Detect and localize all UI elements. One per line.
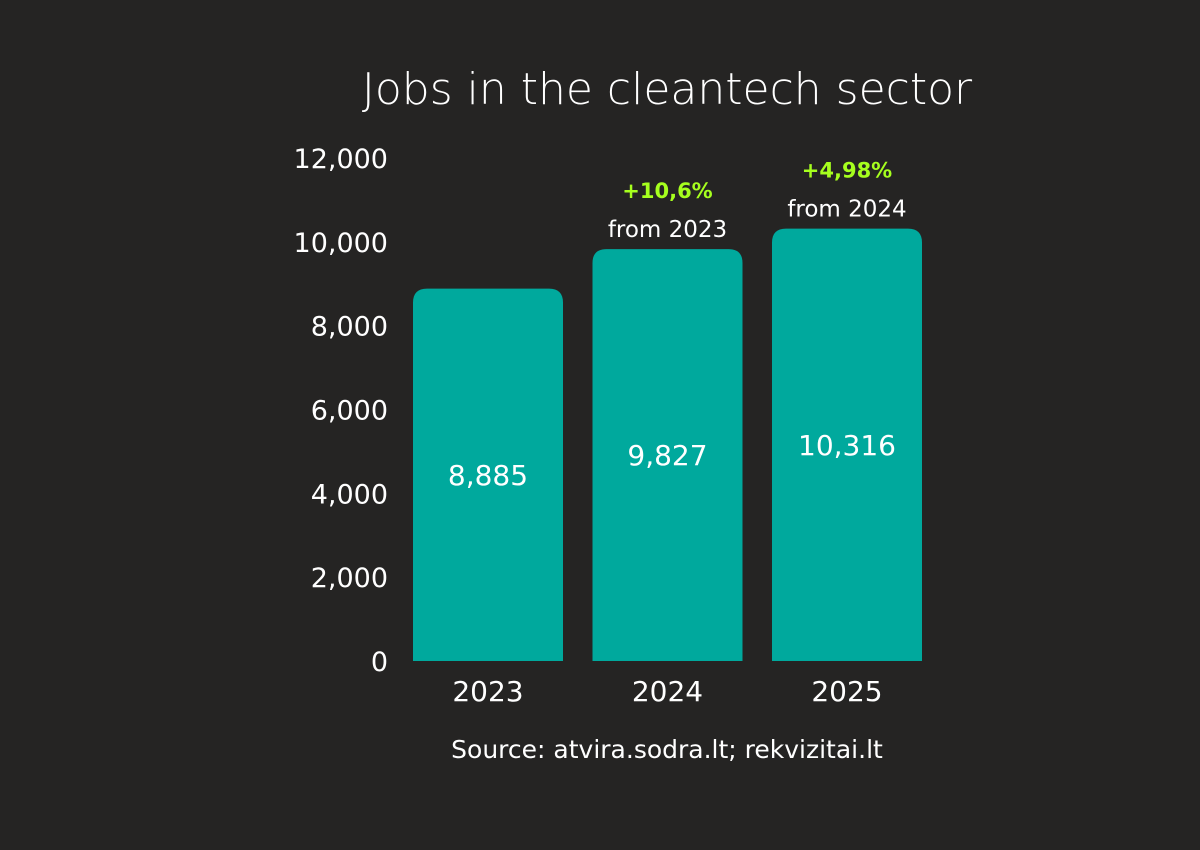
growth-note-label: from 2023: [608, 217, 727, 243]
x-tick-label: 2025: [811, 675, 882, 708]
growth-note-label: from 2024: [787, 197, 906, 223]
bar-value-label: 9,827: [627, 439, 707, 472]
bars: 8,885 9,827 +10,6% from 2023 10,316 +4,98% fro…: [413, 159, 922, 662]
y-tick-label: 6,000: [311, 396, 388, 427]
bar-2024: [592, 249, 743, 662]
y-tick-label: 12,000: [294, 144, 388, 175]
growth-percent-label: +4,98%: [802, 159, 892, 183]
y-tick-label: 8,000: [311, 312, 388, 343]
x-tick-label: 2023: [452, 675, 523, 708]
bar-value-label: 8,885: [448, 459, 528, 492]
y-tick-label: 10,000: [294, 228, 388, 259]
y-tick-label: 0: [371, 647, 388, 678]
y-tick-label: 4,000: [311, 479, 388, 510]
bar-value-label: 10,316: [798, 429, 896, 462]
x-axis: 2023 2024 2025: [452, 675, 882, 708]
source-note: Source: atvira.sodra.lt; rekvizitai.lt: [451, 735, 883, 764]
y-tick-label: 2,000: [311, 563, 388, 594]
bar-2025: [772, 228, 922, 662]
growth-percent-label: +10,6%: [622, 179, 712, 203]
bar-2023: [413, 288, 563, 661]
chart-title: Jobs in the cleantech sector: [362, 64, 973, 115]
y-axis: 0 2,000 4,000 6,000 8,000 10,000 12,000: [294, 144, 388, 678]
x-tick-label: 2024: [632, 675, 703, 708]
